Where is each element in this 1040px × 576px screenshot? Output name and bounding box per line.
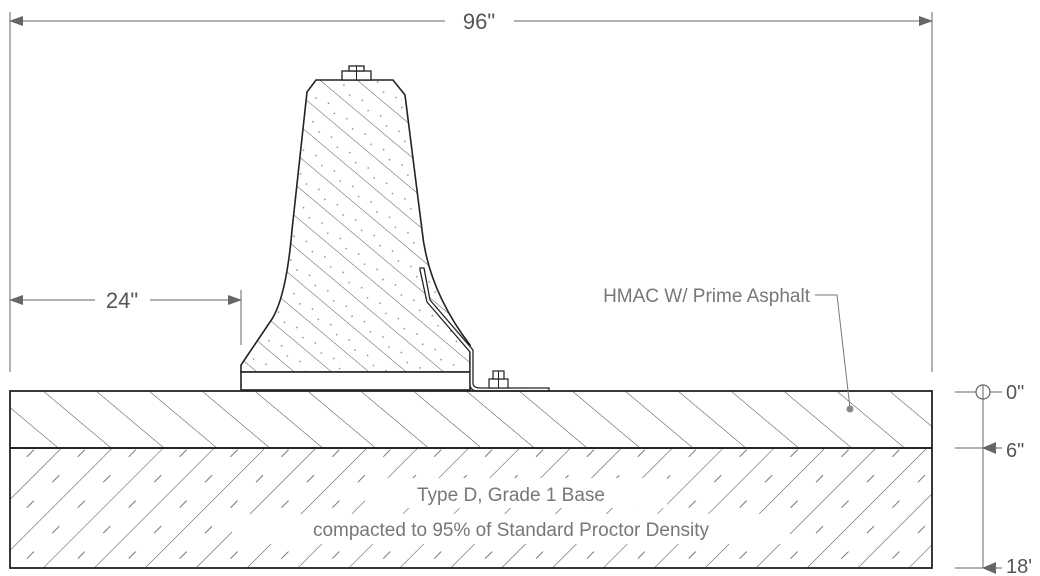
elev-bottom-label: 18' — [1006, 556, 1032, 576]
barrier — [241, 66, 549, 391]
hmac-surface-layer — [10, 391, 932, 448]
offset-dimension: 24" — [10, 288, 241, 345]
top-bolt-icon — [342, 66, 371, 80]
hmac-label: HMAC W/ Prime Asphalt — [603, 286, 811, 307]
barrier-base-pad — [241, 372, 470, 390]
barrier-body — [241, 80, 470, 372]
hmac-leader-dot — [847, 406, 854, 413]
base-label-line1: Type D, Grade 1 Base — [417, 485, 605, 506]
bracket-bolt-icon — [489, 371, 508, 388]
elevation-markers: 0" 6" 18' — [955, 382, 1032, 576]
overall-width-label: 96" — [463, 9, 495, 34]
pavement-layers: Type D, Grade 1 Base compacted to 95% of… — [10, 391, 932, 568]
offset-width-label: 24" — [106, 288, 138, 313]
elev-top-label: 0" — [1006, 382, 1024, 404]
base-label-line2: compacted to 95% of Standard Proctor Den… — [313, 520, 710, 541]
overall-width-dimension: 96" — [10, 9, 932, 372]
elev-mid-label: 6" — [1006, 440, 1024, 462]
